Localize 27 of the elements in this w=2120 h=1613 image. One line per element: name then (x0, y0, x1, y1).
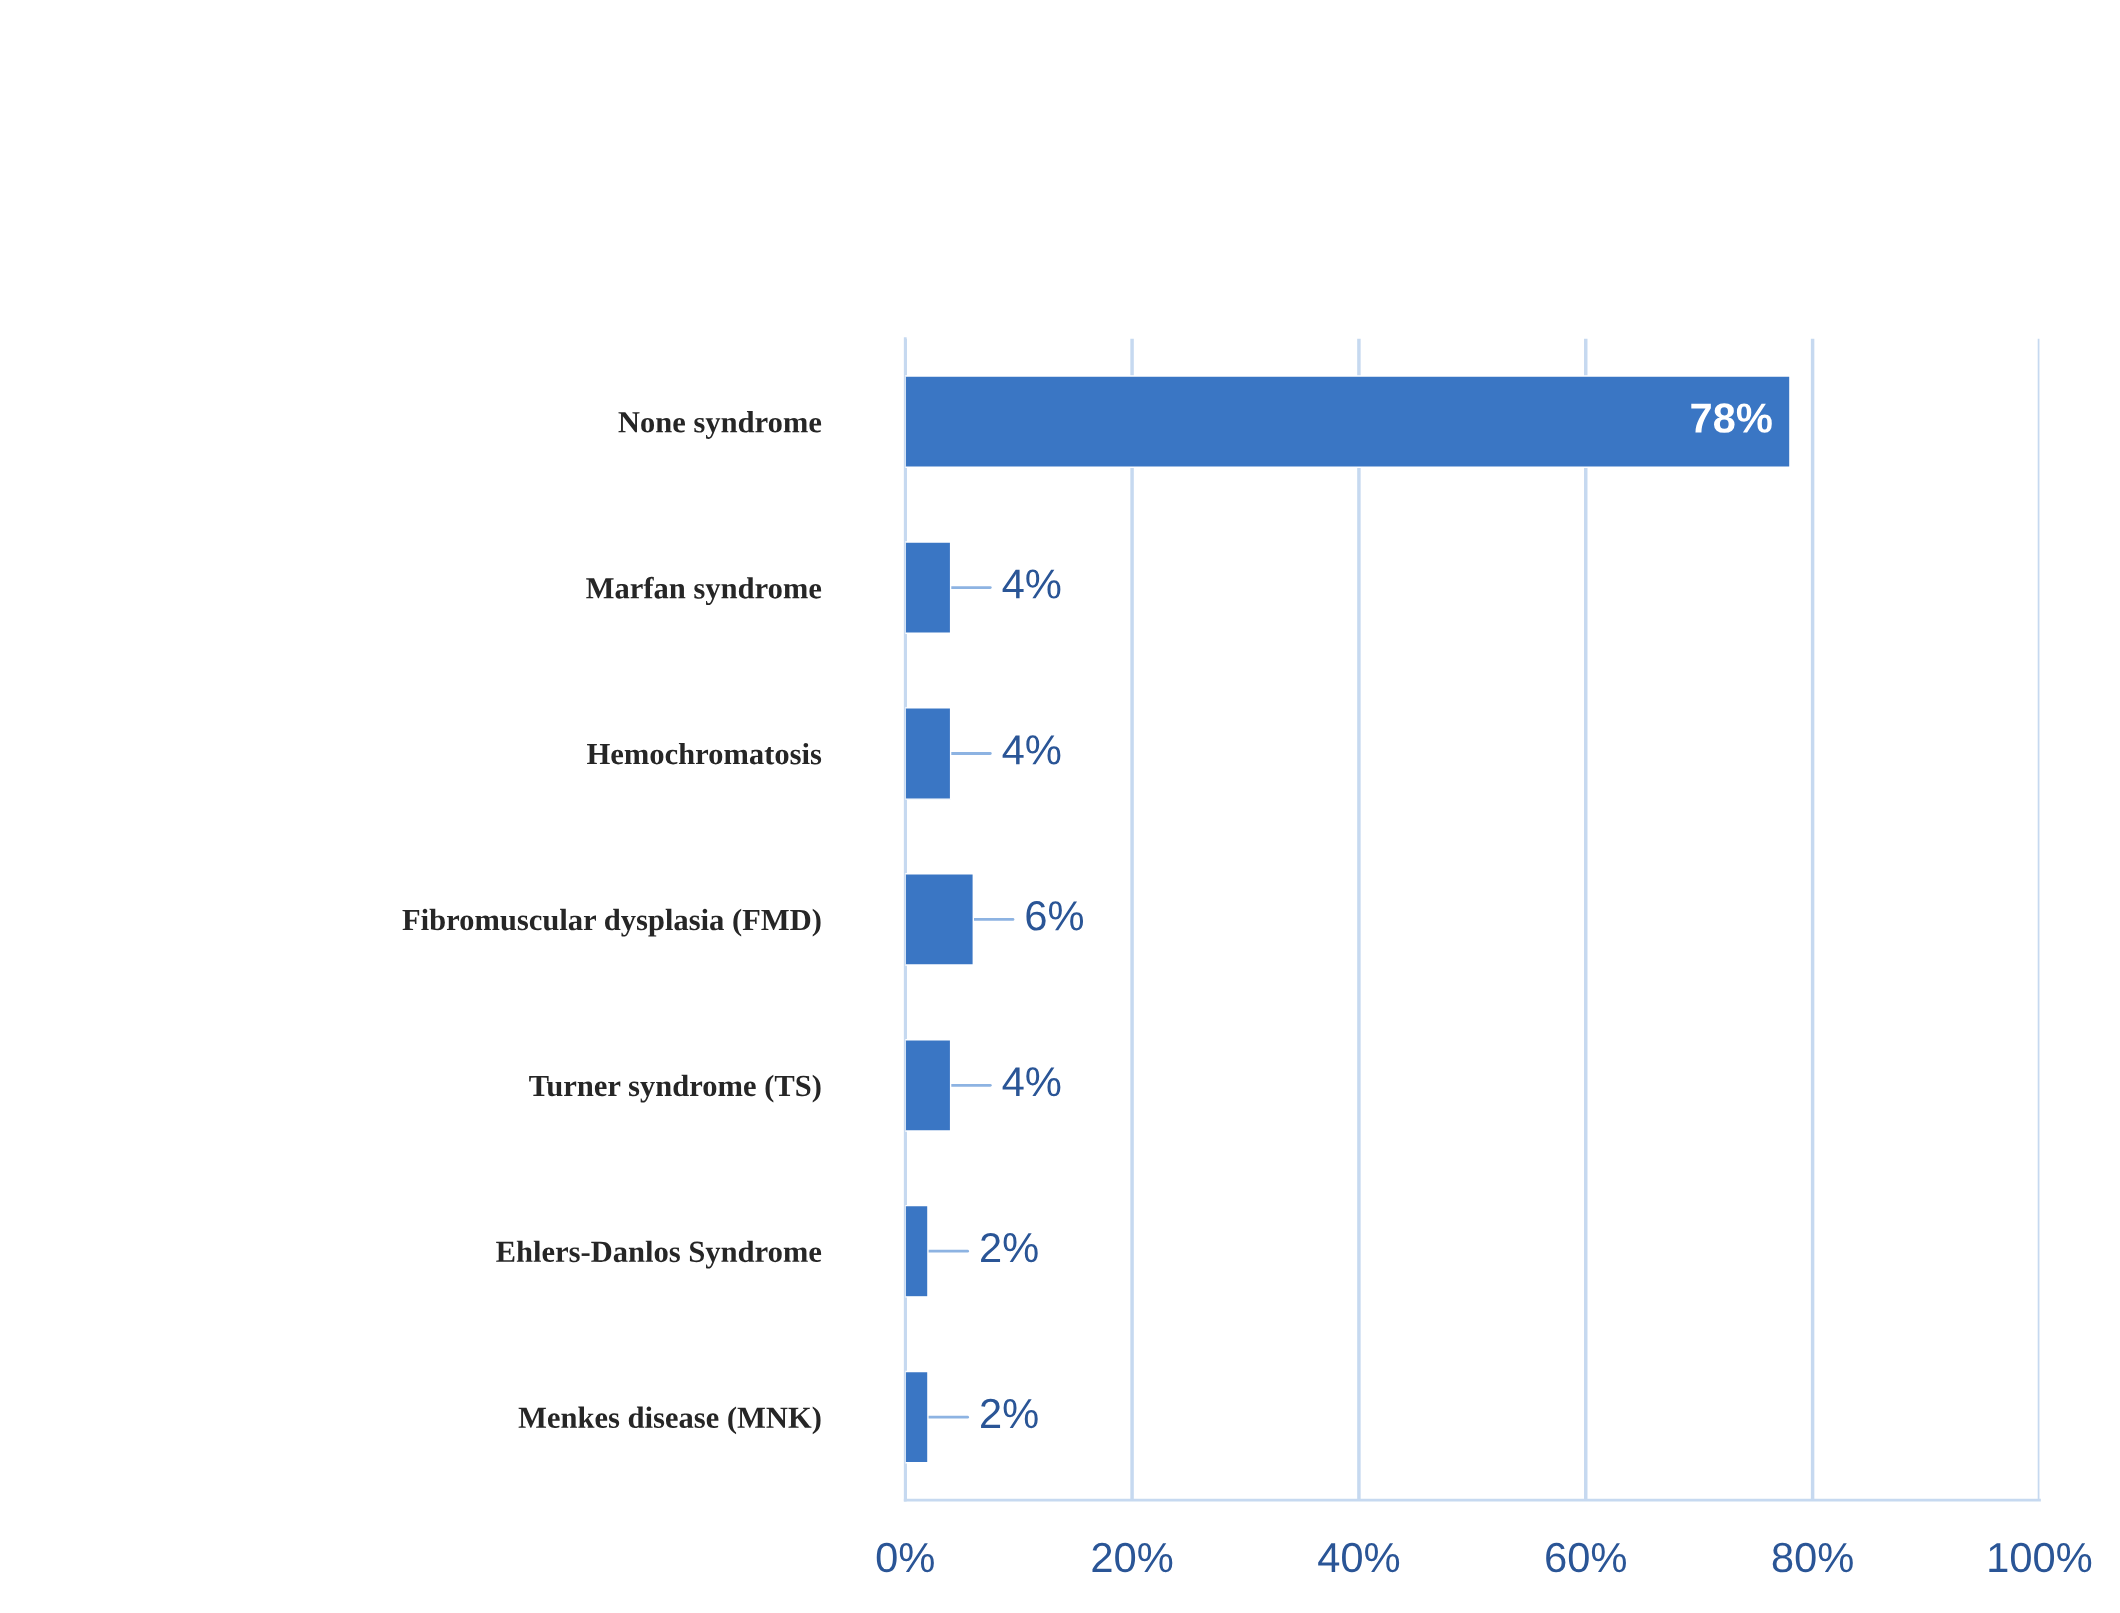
x-tick-label: 80% (1772, 1542, 1853, 1573)
bar (905, 1370, 929, 1464)
y-tick-label: Marfan syndrome (586, 576, 822, 605)
data-label: 4% (1002, 569, 1061, 599)
data-label: 4% (1002, 735, 1061, 765)
bar (905, 1204, 929, 1298)
y-tick-label: None syndrome (618, 411, 822, 439)
bar (905, 1038, 952, 1132)
x-tick-label: 60% (1546, 1542, 1626, 1573)
x-tick-label: 100% (1989, 1542, 2092, 1573)
y-tick-label: Turner syndrome (TS) (529, 1074, 821, 1103)
bar (905, 707, 952, 800)
y-tick-label: Fibromuscular dysplasia (FMD) (402, 908, 821, 937)
bar (905, 375, 1791, 469)
y-tick-label: Hemochromatosis (587, 742, 822, 765)
y-tick-label: Ehlers-Danlos Syndrome (496, 1240, 822, 1269)
data-label: 4% (1002, 1067, 1061, 1097)
x-tick-label: 40% (1318, 1542, 1400, 1573)
y-tick-label: Menkes disease (MNK) (518, 1406, 821, 1435)
data-label: 2% (981, 1232, 1038, 1263)
x-tick-label: 20% (1092, 1542, 1173, 1573)
bar (905, 873, 974, 966)
data-label: 6% (1026, 901, 1084, 931)
x-tick-label: 0% (876, 1542, 934, 1573)
bar (905, 541, 952, 634)
data-label: 2% (981, 1398, 1038, 1429)
data-label: 78% (1691, 403, 1772, 433)
